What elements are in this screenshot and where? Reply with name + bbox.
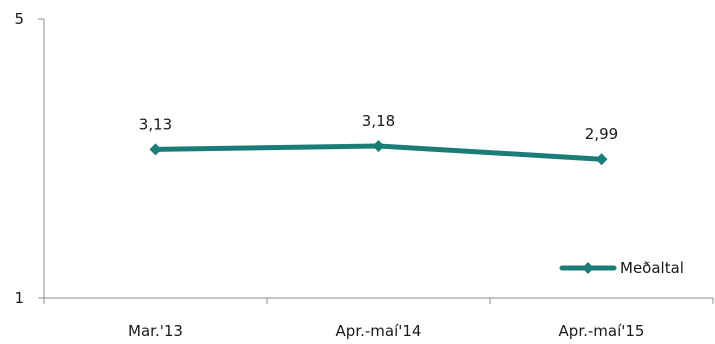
series-group xyxy=(149,139,608,166)
data-point-marker xyxy=(149,143,162,156)
y-axis-ticks: 15 xyxy=(14,10,44,307)
data-label: 2,99 xyxy=(585,125,618,143)
y-tick-label: 5 xyxy=(14,10,24,28)
data-point-marker xyxy=(372,139,385,152)
legend-label: Meðaltal xyxy=(620,259,684,277)
legend: Meðaltal xyxy=(559,259,684,277)
data-labels: 3,13 3,18 2,99 xyxy=(139,112,618,143)
x-tick-label: Mar.'13 xyxy=(128,322,183,340)
x-axis-ticks: Mar.'13 Apr.-maí'14 Apr.-maí'15 xyxy=(43,298,714,340)
data-label: 3,13 xyxy=(139,115,172,133)
data-point-marker xyxy=(595,153,608,166)
axes xyxy=(43,19,713,299)
legend-marker xyxy=(582,262,594,274)
x-tick-label: Apr.-maí'15 xyxy=(559,322,645,340)
x-tick-label: Apr.-maí'14 xyxy=(336,322,422,340)
y-tick-label: 1 xyxy=(14,289,24,307)
data-label: 3,18 xyxy=(362,112,395,130)
